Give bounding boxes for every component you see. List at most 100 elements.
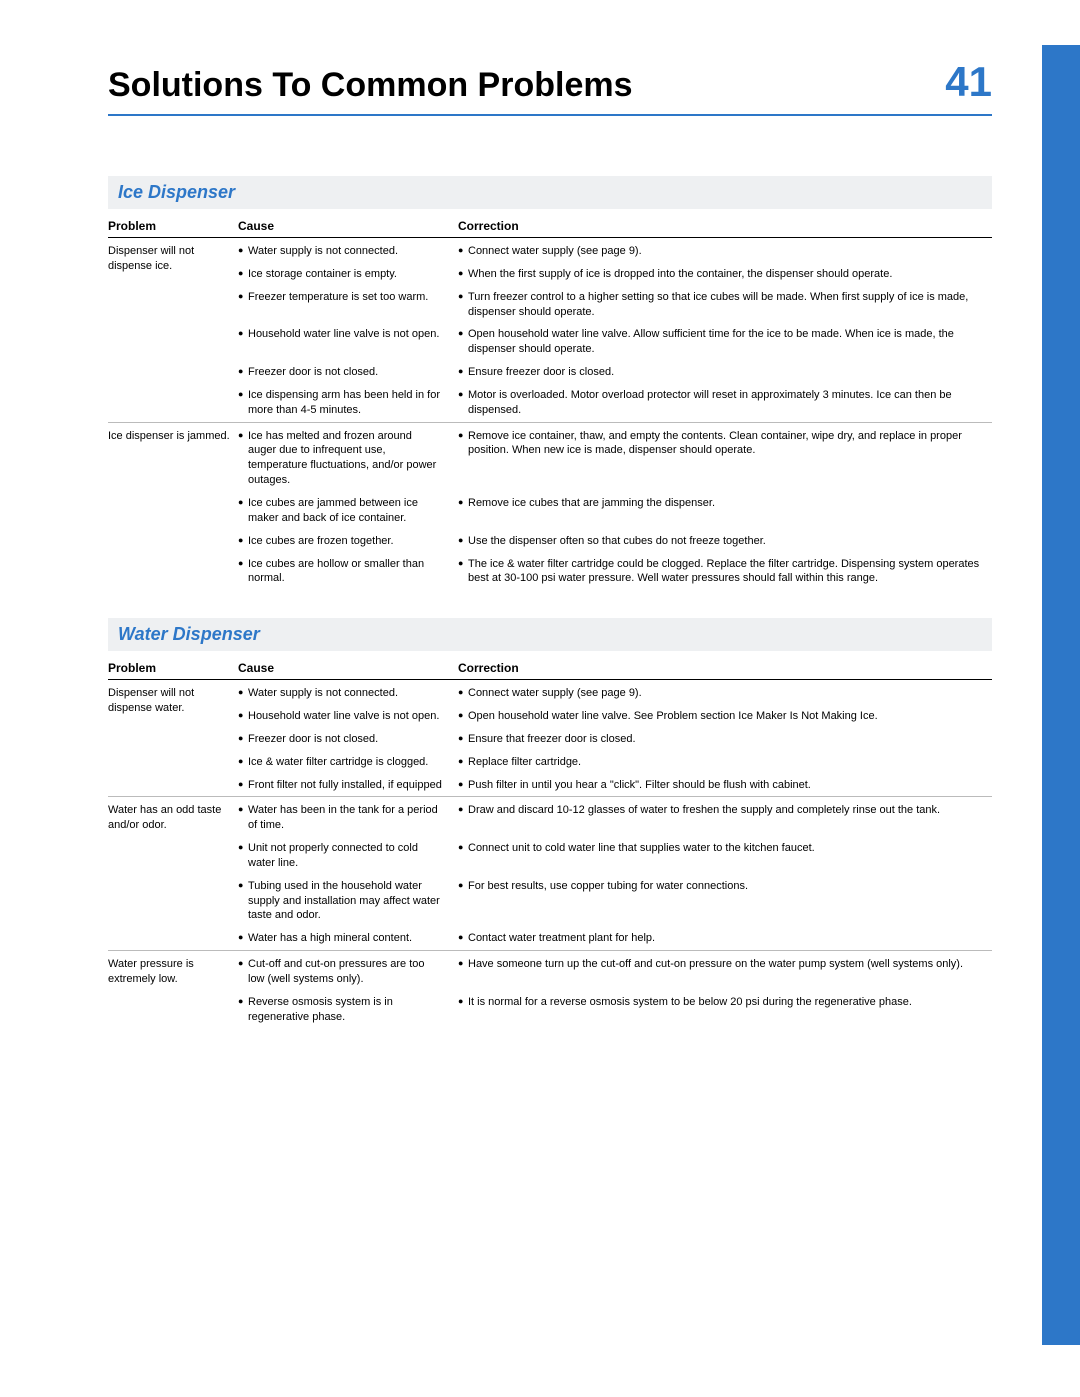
table-row: Dispenser will not dispense ice.●Water s… [108,238,992,423]
bullet-icon: ● [238,686,248,701]
col-header-cause: Cause [238,219,458,233]
bullet-icon: ● [458,879,468,924]
bullet-icon: ● [238,931,248,946]
pairs-cell: ●Water supply is not connected.●Connect … [238,686,992,794]
bullet-icon: ● [238,557,248,587]
cause-cell: ●Household water line valve is not open. [238,709,458,724]
cause-correction-pair: ●Tubing used in the household water supp… [238,879,992,924]
cause-correction-pair: ●Freezer door is not closed.●Ensure free… [238,365,992,380]
correction-text: Connect unit to cold water line that sup… [468,841,815,871]
correction-cell: ●Open household water line valve. Allow … [458,327,992,357]
cause-text: Water has a high mineral content. [248,931,412,946]
correction-text: Motor is overloaded. Motor overload prot… [468,388,992,418]
side-tab [1042,45,1080,1345]
cause-cell: ●Household water line valve is not open. [238,327,458,357]
cause-text: Reverse osmosis system is in regenerativ… [248,995,442,1025]
bullet-icon: ● [458,290,468,320]
correction-cell: ●Push filter in until you hear a "click"… [458,778,992,793]
correction-text: Remove ice container, thaw, and empty th… [468,429,992,488]
correction-text: It is normal for a reverse osmosis syste… [468,995,912,1025]
col-header-correction: Correction [458,219,992,233]
bullet-icon: ● [458,327,468,357]
cause-text: Ice has melted and frozen around auger d… [248,429,442,488]
bullet-icon: ● [238,496,248,526]
table-row: Ice dispenser is jammed.●Ice has melted … [108,423,992,591]
bullet-icon: ● [458,534,468,549]
bullet-icon: ● [238,244,248,259]
correction-cell: ●Turn freezer control to a higher settin… [458,290,992,320]
cause-cell: ●Tubing used in the household water supp… [238,879,458,924]
col-header-correction: Correction [458,661,992,675]
correction-text: Have someone turn up the cut-off and cut… [468,957,963,987]
bullet-icon: ● [238,429,248,488]
correction-cell: ●Connect water supply (see page 9). [458,244,992,259]
correction-text: When the first supply of ice is dropped … [468,267,892,282]
cause-cell: ●Ice cubes are frozen together. [238,534,458,549]
pairs-cell: ●Ice has melted and frozen around auger … [238,429,992,589]
correction-text: Connect water supply (see page 9). [468,244,642,259]
col-header-cause: Cause [238,661,458,675]
bullet-icon: ● [458,732,468,747]
correction-text: Ensure freezer door is closed. [468,365,614,380]
bullet-icon: ● [238,388,248,418]
page-title: Solutions To Common Problems [108,66,633,105]
col-header-problem: Problem [108,219,238,233]
cause-correction-pair: ●Ice cubes are frozen together.●Use the … [238,534,992,549]
correction-cell: ●Ensure that freezer door is closed. [458,732,992,747]
correction-cell: ●Draw and discard 10-12 glasses of water… [458,803,992,833]
cause-text: Ice storage container is empty. [248,267,397,282]
table-header: ProblemCauseCorrection [108,213,992,238]
cause-correction-pair: ●Water has a high mineral content. ●Conta… [238,931,992,946]
bullet-icon: ● [458,957,468,987]
pairs-cell: ●Water has been in the tank for a period… [238,803,992,948]
troubleshoot-table: ProblemCauseCorrectionDispenser will not… [108,213,992,590]
bullet-icon: ● [238,365,248,380]
cause-text: Ice cubes are hollow or smaller than nor… [248,557,442,587]
correction-cell: ●Contact water treatment plant for help. [458,931,992,946]
table-row: Dispenser will not dispense water.●Water… [108,680,992,797]
cause-correction-pair: ●Ice has melted and frozen around auger … [238,429,992,488]
correction-text: Contact water treatment plant for help. [468,931,655,946]
cause-cell: ●Ice has melted and frozen around auger … [238,429,458,488]
section-gap [108,590,992,618]
cause-cell: ●Unit not properly connected to cold wat… [238,841,458,871]
bullet-icon: ● [458,803,468,833]
correction-text: Use the dispenser often so that cubes do… [468,534,766,549]
col-header-problem: Problem [108,661,238,675]
bullet-icon: ● [458,778,468,793]
section-title: Water Dispenser [108,618,992,651]
bullet-icon: ● [238,879,248,924]
bullet-icon: ● [238,732,248,747]
page-number: 41 [945,58,992,106]
pairs-cell: ●Water supply is not connected.●Connect … [238,244,992,420]
cause-cell: ●Water has been in the tank for a period… [238,803,458,833]
correction-cell: ●Ensure freezer door is closed. [458,365,992,380]
problem-cell: Water has an odd taste and/or odor. [108,803,238,948]
cause-cell: ●Ice & water filter cartridge is clogged… [238,755,458,770]
cause-correction-pair: ●Ice storage container is empty.●When th… [238,267,992,282]
correction-cell: ●Replace filter cartridge. [458,755,992,770]
cause-text: Freezer temperature is set too warm. [248,290,428,320]
cause-correction-pair: ● Ice & water filter cartridge is clogged… [238,755,992,770]
correction-cell: ●Have someone turn up the cut-off and cu… [458,957,992,987]
bullet-icon: ● [238,534,248,549]
cause-text: Ice & water filter cartridge is clogged. [248,755,428,770]
cause-correction-pair: ●Ice dispensing arm has been held in for… [238,388,992,418]
bullet-icon: ● [458,496,468,526]
cause-correction-pair: ●Unit not properly connected to cold wat… [238,841,992,871]
bullet-icon: ● [238,709,248,724]
correction-cell: ●Open household water line valve. See Pr… [458,709,992,724]
correction-cell: ●Remove ice container, thaw, and empty t… [458,429,992,488]
bullet-icon: ● [458,995,468,1025]
bullet-icon: ● [458,267,468,282]
cause-text: Water supply is not connected. [248,686,398,701]
cause-text: Water supply is not connected. [248,244,398,259]
bullet-icon: ● [238,327,248,357]
bullet-icon: ● [458,755,468,770]
correction-text: Replace filter cartridge. [468,755,581,770]
correction-text: Push filter in until you hear a "click".… [468,778,811,793]
cause-correction-pair: ●Water has been in the tank for a period… [238,803,992,833]
correction-text: For best results, use copper tubing for … [468,879,748,924]
bullet-icon: ● [238,267,248,282]
bullet-icon: ● [458,365,468,380]
